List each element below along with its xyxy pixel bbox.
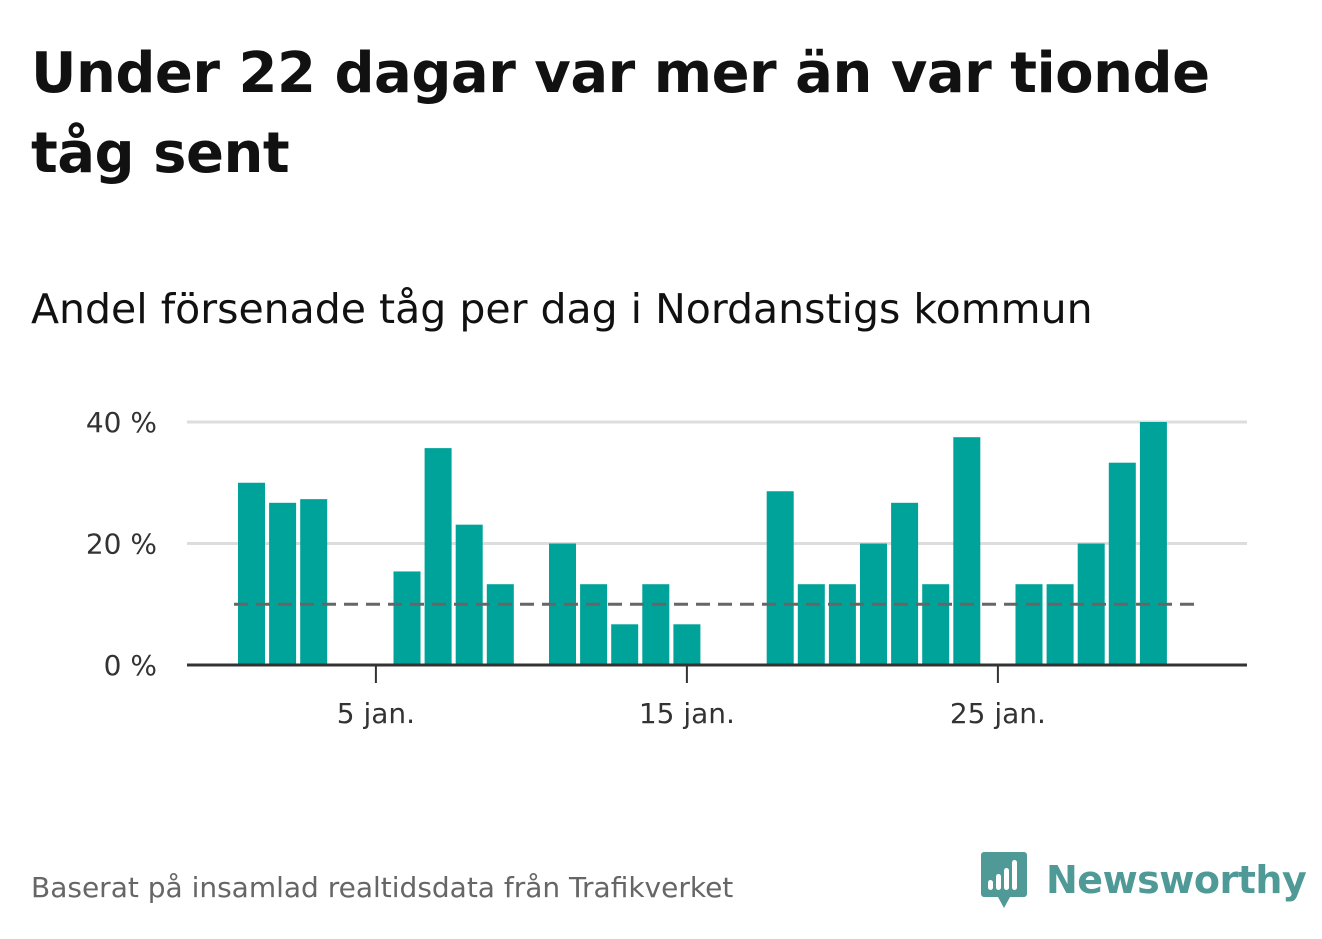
- chart-title: Under 22 dagar var mer än var tionde tåg…: [31, 41, 1210, 186]
- newsworthy-logo-icon: [981, 852, 1027, 908]
- bar: [891, 502, 919, 665]
- bar: [611, 624, 639, 665]
- bar: [1046, 584, 1074, 665]
- brand-logo: Newsworthy: [980, 848, 1307, 912]
- y-tick-label: 20 %: [86, 528, 157, 561]
- bar: [300, 499, 328, 665]
- y-tick-label: 40 %: [86, 406, 157, 439]
- bar: [1108, 462, 1136, 665]
- bar: [269, 502, 297, 665]
- y-tick-label: 0 %: [104, 649, 157, 682]
- bar: [455, 524, 483, 665]
- bar: [797, 584, 825, 665]
- bar: [1015, 584, 1043, 665]
- chart-subtitle: Andel försenade tåg per dag i Nordanstig…: [31, 285, 1093, 333]
- x-tick-label: 25 jan.: [950, 697, 1046, 730]
- bar: [828, 584, 856, 665]
- bar: [424, 448, 452, 665]
- brand-name: Newsworthy: [1046, 858, 1307, 902]
- x-tick-label: 5 jan.: [337, 697, 415, 730]
- bar: [580, 584, 608, 665]
- gridlines: [187, 420, 1247, 545]
- bar: [1139, 422, 1167, 665]
- x-tick-label: 15 jan.: [639, 697, 735, 730]
- bar: [766, 491, 794, 665]
- source-note: Baserat på insamlad realtidsdata från Tr…: [31, 871, 734, 904]
- bars: [238, 422, 1167, 665]
- bar: [486, 584, 514, 665]
- bar: [673, 624, 701, 665]
- bar: [642, 584, 670, 665]
- bar-chart: 0 % 20 % 40 % 5 jan. 15 jan. 25 jan.: [86, 406, 1247, 730]
- bar: [238, 482, 265, 665]
- bar: [393, 571, 421, 665]
- axes: 0 % 20 % 40 % 5 jan. 15 jan. 25 jan.: [86, 406, 1247, 730]
- bar: [922, 584, 950, 665]
- bar: [953, 437, 981, 665]
